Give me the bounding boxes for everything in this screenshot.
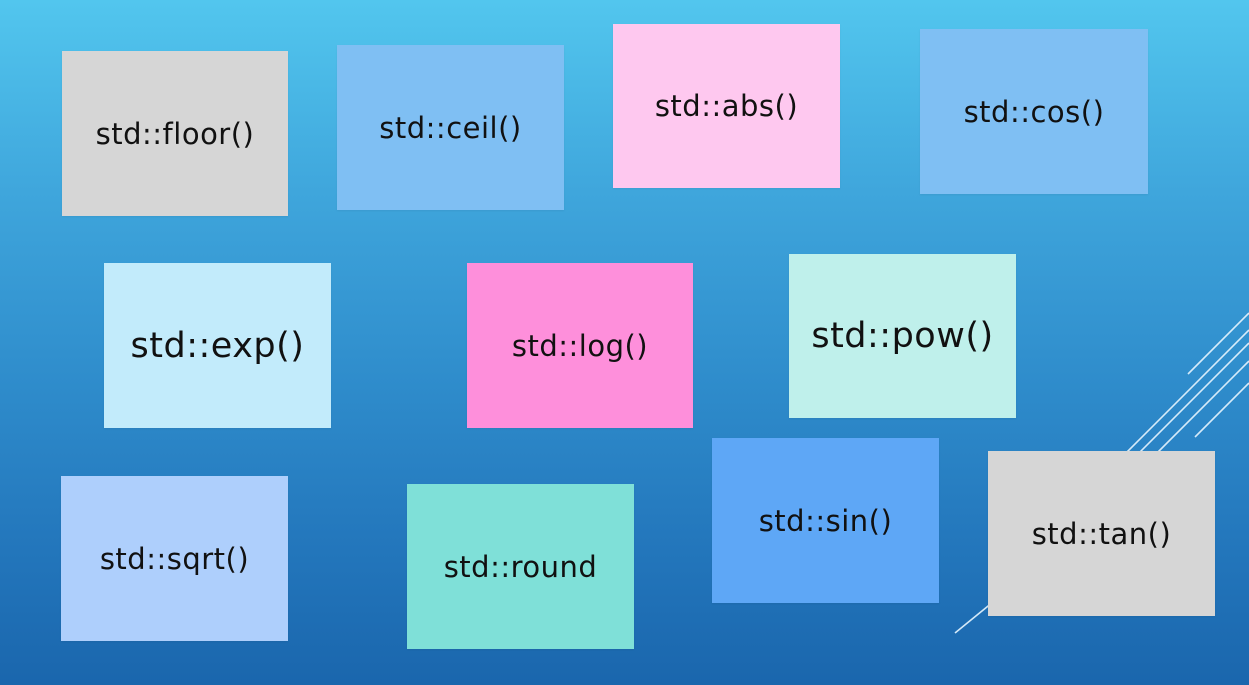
card-std-cos: std::cos() <box>920 29 1148 194</box>
card-label-exp: std::exp() <box>130 325 305 366</box>
card-std-sqrt: std::sqrt() <box>61 476 288 641</box>
card-label-log: std::log() <box>511 328 649 363</box>
decor-line-1 <box>1187 312 1249 375</box>
card-std-sin: std::sin() <box>712 438 939 603</box>
card-label-pow: std::pow() <box>811 316 994 356</box>
card-label-sqrt: std::sqrt() <box>99 541 250 576</box>
card-label-cos: std::cos() <box>963 94 1105 129</box>
decor-line-5 <box>1194 382 1249 438</box>
card-std-floor: std::floor() <box>62 51 288 216</box>
card-label-sin: std::sin() <box>758 503 893 538</box>
decor-line-2 <box>1119 329 1249 460</box>
card-std-ceil: std::ceil() <box>337 45 564 210</box>
card-label-floor: std::floor() <box>95 116 255 151</box>
decor-line-4 <box>1144 360 1249 466</box>
card-label-round: std::round <box>443 549 598 584</box>
card-label-abs: std::abs() <box>654 89 799 123</box>
card-std-exp: std::exp() <box>104 263 331 428</box>
card-std-tan: std::tan() <box>988 451 1215 616</box>
card-label-ceil: std::ceil() <box>379 110 522 145</box>
card-std-pow: std::pow() <box>789 254 1016 418</box>
decor-line-3 <box>1127 342 1249 465</box>
card-std-abs: std::abs() <box>613 24 840 188</box>
card-label-tan: std::tan() <box>1031 516 1172 551</box>
card-std-round: std::round <box>407 484 634 649</box>
card-std-log: std::log() <box>467 263 693 428</box>
